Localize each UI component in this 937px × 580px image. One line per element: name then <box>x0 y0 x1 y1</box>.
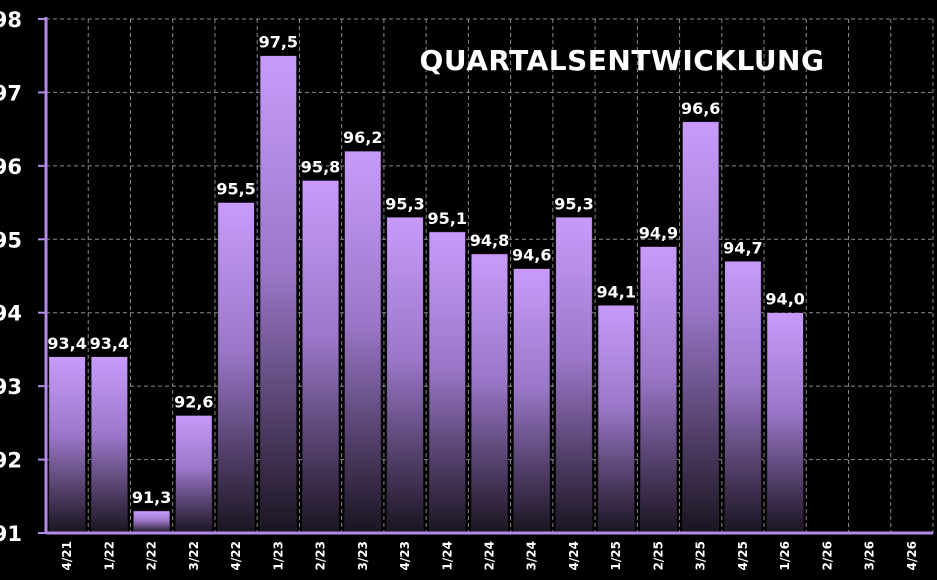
bar-value-label: 94,0 <box>765 290 804 309</box>
x-tick-label: 2/26 <box>820 541 834 570</box>
x-tick-label: 2/23 <box>314 541 328 570</box>
bar-value-label: 91,3 <box>132 488 171 507</box>
bar-value-label: 95,3 <box>385 194 424 213</box>
x-tick-label: 1/25 <box>609 541 623 570</box>
x-tick-label: 3/25 <box>694 541 708 570</box>
x-tick-label: 4/21 <box>60 541 74 570</box>
bar-4-23 <box>386 217 424 534</box>
y-tick-label: 91 <box>0 522 22 546</box>
bar-4-25 <box>724 261 762 534</box>
bar-1-24 <box>428 231 466 534</box>
axis-layer: 91 92 93 94 95 96 97 98 4/21 1/22 2/22 3/22 4/22 1/23… <box>0 8 933 570</box>
x-tick-label: 4/24 <box>567 541 581 570</box>
x-tick-label: 2/24 <box>483 541 497 570</box>
bar-value-label: 93,4 <box>90 334 129 353</box>
bars-layer <box>48 55 804 534</box>
x-tick-label: 1/22 <box>102 541 116 570</box>
bar-value-label: 95,8 <box>301 158 340 177</box>
bar-value-label: 92,6 <box>174 393 213 412</box>
y-tick-label: 92 <box>0 449 22 473</box>
bar-value-label: 96,2 <box>343 128 382 147</box>
y-tick-label: 98 <box>0 8 22 32</box>
x-tick-label: 4/23 <box>398 541 412 570</box>
bar-value-label: 94,8 <box>470 231 509 250</box>
bar-value-label: 95,3 <box>554 194 593 213</box>
x-tick-label: 3/22 <box>187 541 201 570</box>
x-tick-label: 1/24 <box>440 541 454 570</box>
bar-value-label: 94,7 <box>723 238 762 257</box>
x-tick-label: 4/25 <box>736 541 750 570</box>
y-tick-label: 93 <box>0 375 22 399</box>
bar-2-22 <box>133 510 171 534</box>
bar-value-label: 94,9 <box>639 224 678 243</box>
label-layer: 93,4 93,491,392,695,597,595,896,295,395,1… <box>47 33 805 507</box>
bar-value-label: 97,5 <box>259 33 298 52</box>
bar-value-label: 94,1 <box>596 282 635 301</box>
bar-value-label: 95,1 <box>428 209 467 228</box>
x-tick-label: 4/22 <box>229 541 243 570</box>
y-tick-label: 96 <box>0 155 22 179</box>
bar-3-23 <box>344 150 382 534</box>
x-tick-label: 3/26 <box>863 541 877 570</box>
y-tick-label: 97 <box>0 81 22 105</box>
bar-2-23 <box>302 180 339 534</box>
x-tick-label: 3/24 <box>525 541 539 570</box>
bar-value-label: 95,5 <box>216 180 255 199</box>
bar-4-21 <box>48 356 86 534</box>
bar-4-24 <box>555 217 593 534</box>
x-tick-label: 3/23 <box>356 541 370 570</box>
x-tick-label: 1/23 <box>271 541 285 570</box>
bar-2-24 <box>471 253 508 534</box>
bar-3-25 <box>682 121 720 534</box>
bar-2-25 <box>640 246 677 534</box>
bar-4-22 <box>217 202 255 534</box>
bar-3-24 <box>513 268 551 534</box>
bar-1-26 <box>766 312 804 534</box>
bar-1-25 <box>597 305 635 534</box>
bar-1-23 <box>259 55 297 534</box>
x-tick-label: 1/26 <box>778 541 792 570</box>
bar-1-22 <box>90 356 128 534</box>
x-tick-label: 4/26 <box>905 541 919 570</box>
y-tick-label: 94 <box>0 302 22 326</box>
bar-3-22 <box>175 415 213 534</box>
bar-value-label: 93,4 <box>47 334 86 353</box>
x-tick-label: 2/22 <box>145 541 159 570</box>
chart-title: QUARTALSENTWICKLUNG <box>420 44 825 77</box>
y-tick-label: 95 <box>0 228 22 252</box>
bar-value-label: 96,6 <box>681 99 720 118</box>
bar-value-label: 94,6 <box>512 246 551 265</box>
x-tick-label: 2/25 <box>651 541 665 570</box>
